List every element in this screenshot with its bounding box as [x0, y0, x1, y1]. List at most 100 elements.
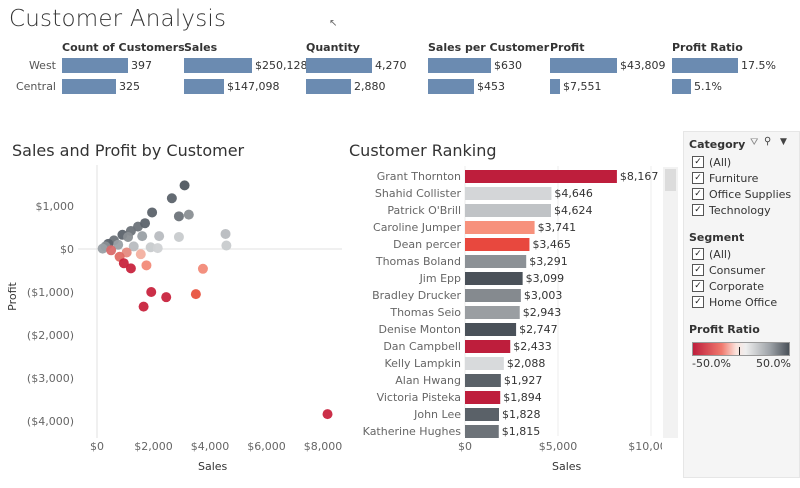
- kpi-bar[interactable]: [672, 79, 691, 94]
- ranking-bar[interactable]: [465, 238, 530, 251]
- scatter-point[interactable]: [147, 207, 158, 218]
- segment-option-home-office[interactable]: ✓ Home Office: [692, 294, 777, 310]
- scatter-point[interactable]: [97, 243, 108, 254]
- kpi-bar[interactable]: [672, 58, 738, 73]
- ranking-bar[interactable]: [465, 204, 552, 217]
- category-options: ✓ (All) ✓ Furniture ✓ Office Supplies ✓ Tech…: [692, 154, 791, 218]
- scatter-point[interactable]: [173, 231, 184, 242]
- ranking-bar[interactable]: [465, 391, 501, 404]
- scatter-point[interactable]: [141, 260, 152, 271]
- ranking-x-tick-label: $5,000: [539, 440, 578, 453]
- checkbox-icon[interactable]: ✓: [692, 156, 704, 168]
- ranking-bar[interactable]: [465, 408, 500, 421]
- ranking-bar[interactable]: [465, 357, 504, 370]
- checkbox-icon[interactable]: ✓: [692, 264, 704, 276]
- ranking-bar[interactable]: [465, 221, 535, 234]
- scatter-x-tick-label: $6,000: [247, 440, 286, 453]
- kpi-bar[interactable]: [550, 79, 560, 94]
- kpi-bar[interactable]: [550, 58, 617, 73]
- checkbox-icon[interactable]: ✓: [692, 188, 704, 200]
- category-option-office-supplies[interactable]: ✓ Office Supplies: [692, 186, 791, 202]
- scatter-x-tick-label: $2,000: [134, 440, 173, 453]
- scatter-point[interactable]: [125, 263, 136, 274]
- kpi-bar[interactable]: [184, 79, 224, 94]
- kpi-bar[interactable]: [62, 58, 128, 73]
- checkbox-icon[interactable]: ✓: [692, 296, 704, 308]
- kpi-bar[interactable]: [184, 58, 252, 73]
- ranking-bar[interactable]: [465, 306, 520, 319]
- category-filter-title: Category: [689, 138, 746, 151]
- scatter-point[interactable]: [113, 239, 124, 250]
- scatter-point[interactable]: [140, 218, 151, 229]
- kpi-bar[interactable]: [306, 79, 351, 94]
- scatter-point[interactable]: [152, 243, 163, 254]
- profit-ratio-legend-title: Profit Ratio: [689, 323, 760, 336]
- ranking-bar[interactable]: [465, 374, 501, 387]
- segment-option-corporate[interactable]: ✓ Corporate: [692, 278, 777, 294]
- scatter-point[interactable]: [183, 209, 194, 220]
- ranking-bar[interactable]: [465, 272, 523, 285]
- scatter-point[interactable]: [146, 287, 157, 297]
- chevron-down-icon[interactable]: ▼: [780, 137, 787, 147]
- search-icon[interactable]: ⚲: [764, 136, 772, 147]
- ranking-bar[interactable]: [465, 425, 499, 438]
- scatter-point[interactable]: [154, 231, 165, 242]
- scatter-point[interactable]: [135, 249, 146, 260]
- category-option-furniture[interactable]: ✓ Furniture: [692, 170, 791, 186]
- ranking-value-label: $1,815: [502, 425, 541, 438]
- checkbox-icon[interactable]: ✓: [692, 172, 704, 184]
- ranking-value-label: $1,828: [502, 408, 541, 421]
- category-option-technology[interactable]: ✓ Technology: [692, 202, 791, 218]
- scatter-x-axis-title: Sales: [198, 460, 228, 473]
- ranking-bar[interactable]: [465, 323, 517, 336]
- scatter-point[interactable]: [322, 409, 333, 420]
- scatter-y-tick-label: ($3,000): [27, 372, 74, 385]
- segment-option-consumer[interactable]: ✓ Consumer: [692, 262, 777, 278]
- scatter-point[interactable]: [179, 180, 190, 191]
- ranking-bar[interactable]: [465, 255, 527, 268]
- scatter-point[interactable]: [161, 292, 172, 303]
- scatter-point[interactable]: [106, 245, 117, 256]
- scatter-point[interactable]: [123, 231, 134, 242]
- kpi-bar[interactable]: [428, 79, 474, 94]
- ranking-value-label: $4,624: [554, 204, 593, 217]
- kpi-bar[interactable]: [428, 58, 491, 73]
- checkbox-icon[interactable]: ✓: [692, 280, 704, 292]
- ranking-scrollbar[interactable]: [663, 167, 678, 438]
- ranking-bar[interactable]: [465, 170, 617, 183]
- checkbox-icon[interactable]: ✓: [692, 248, 704, 260]
- ranking-scrollbar-thumb[interactable]: [665, 169, 676, 191]
- category-option-all[interactable]: ✓ (All): [692, 154, 791, 170]
- ranking-customer-name: Katherine Hughes: [363, 425, 462, 438]
- kpi-value: 4,270: [375, 59, 407, 72]
- scatter-point[interactable]: [137, 231, 148, 242]
- scatter-y-tick-label: ($4,000): [27, 415, 74, 428]
- option-label: (All): [709, 155, 732, 169]
- checkbox-icon[interactable]: ✓: [692, 204, 704, 216]
- scatter-plot: $1,000 $0 ($1,000) ($2,000) ($3,000) ($4,000)…: [27, 165, 342, 453]
- filter-funnel-icon[interactable]: ⛛: [750, 137, 759, 148]
- ranking-customer-name: Bradley Drucker: [372, 289, 461, 302]
- scatter-point[interactable]: [166, 193, 177, 204]
- scatter-point[interactable]: [197, 263, 208, 274]
- scatter-point[interactable]: [173, 211, 184, 222]
- color-ramp-zero-marker: [739, 347, 740, 355]
- kpi-header-sales: Sales: [184, 41, 218, 54]
- kpi-value: $7,551: [563, 80, 602, 93]
- scatter-point[interactable]: [220, 228, 231, 239]
- scatter-point[interactable]: [128, 241, 139, 252]
- kpi-value: $147,098: [227, 80, 280, 93]
- ranking-bar[interactable]: [465, 289, 521, 302]
- scatter-point[interactable]: [118, 258, 129, 269]
- kpi-bar[interactable]: [306, 58, 372, 73]
- kpi-value: 5.1%: [694, 80, 722, 93]
- scatter-point[interactable]: [190, 289, 201, 300]
- segment-option-all[interactable]: ✓ (All): [692, 246, 777, 262]
- scatter-point[interactable]: [221, 240, 232, 251]
- scatter-point[interactable]: [138, 301, 149, 312]
- ranking-bar[interactable]: [465, 187, 552, 200]
- kpi-bar[interactable]: [62, 79, 116, 94]
- ranking-value-label: $3,003: [524, 289, 563, 302]
- kpi-value: 397: [131, 59, 152, 72]
- ranking-bar[interactable]: [465, 340, 511, 353]
